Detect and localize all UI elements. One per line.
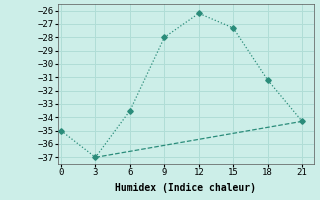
X-axis label: Humidex (Indice chaleur): Humidex (Indice chaleur) (115, 183, 256, 193)
